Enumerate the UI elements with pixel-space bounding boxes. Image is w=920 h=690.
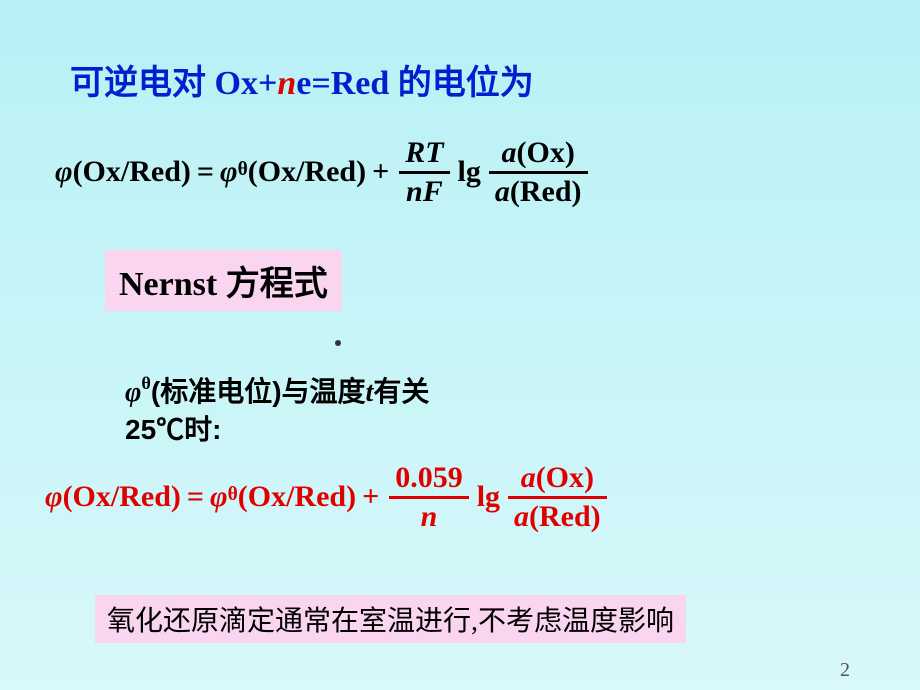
eq2-rhs-phi: φ bbox=[210, 480, 228, 514]
temp-25c: 25℃时: bbox=[125, 414, 221, 445]
note-text2: 有关 bbox=[373, 376, 429, 407]
eq1-lhs-phi: φ bbox=[55, 155, 73, 189]
equation-2: φ(Ox/Red) = φθ(Ox/Red) + 0.059 n lg a(Ox… bbox=[45, 460, 611, 535]
temperature-note: 25℃时: bbox=[125, 408, 221, 448]
note-theta: θ bbox=[141, 373, 151, 393]
eq1-equals: = bbox=[197, 155, 214, 189]
eq2-lhs-arg: (Ox/Red) bbox=[63, 480, 181, 514]
eq1-lhs-arg: (Ox/Red) bbox=[73, 155, 191, 189]
eq1-plus: + bbox=[372, 155, 389, 189]
footer-note: 氧化还原滴定通常在室温进行,不考虑温度影响 bbox=[107, 606, 674, 637]
eq2-theta: θ bbox=[228, 484, 238, 506]
nernst-label: Nernst 方程式 bbox=[119, 266, 328, 303]
eq2-lg: lg bbox=[477, 480, 500, 514]
eq2-rhs-arg: (Ox/Red) bbox=[238, 480, 356, 514]
slide-title: 可逆电对 Ox+ne=Red 的电位为 bbox=[70, 55, 534, 104]
eq2-equals: = bbox=[187, 480, 204, 514]
eq2-plus: + bbox=[362, 480, 379, 514]
title-n: n bbox=[277, 65, 296, 102]
eq1-rt-nf-fraction: RT nF bbox=[399, 135, 449, 210]
footer-note-box: 氧化还原滴定通常在室温进行,不考虑温度影响 bbox=[95, 595, 686, 643]
eq1-activity-fraction: a(Ox) a(Red) bbox=[489, 135, 588, 210]
note-phi: φ bbox=[125, 377, 141, 408]
standard-potential-note: φθ(标准电位)与温度t有关 bbox=[125, 370, 429, 410]
equation-1: φ(Ox/Red) = φθ(Ox/Red) + RT nF lg a(Ox) … bbox=[55, 135, 592, 210]
eq2-activity-fraction: a(Ox) a(Red) bbox=[508, 460, 607, 535]
eq2-lhs-phi: φ bbox=[45, 480, 63, 514]
title-ox: Ox+ bbox=[215, 65, 278, 102]
eq1-lg: lg bbox=[458, 155, 481, 189]
eq1-rhs-arg: (Ox/Red) bbox=[248, 155, 366, 189]
title-prefix: 可逆电对 bbox=[70, 65, 215, 102]
nernst-label-box: Nernst 方程式 bbox=[105, 250, 342, 311]
bullet-dot bbox=[335, 340, 341, 346]
eq1-theta: θ bbox=[238, 159, 248, 181]
title-rest: e=Red 的电位为 bbox=[296, 65, 534, 102]
page-number: 2 bbox=[840, 659, 850, 682]
note-text1: (标准电位)与温度 bbox=[151, 376, 366, 407]
eq1-rhs-phi: φ bbox=[220, 155, 238, 189]
eq2-const-fraction: 0.059 n bbox=[389, 460, 469, 535]
